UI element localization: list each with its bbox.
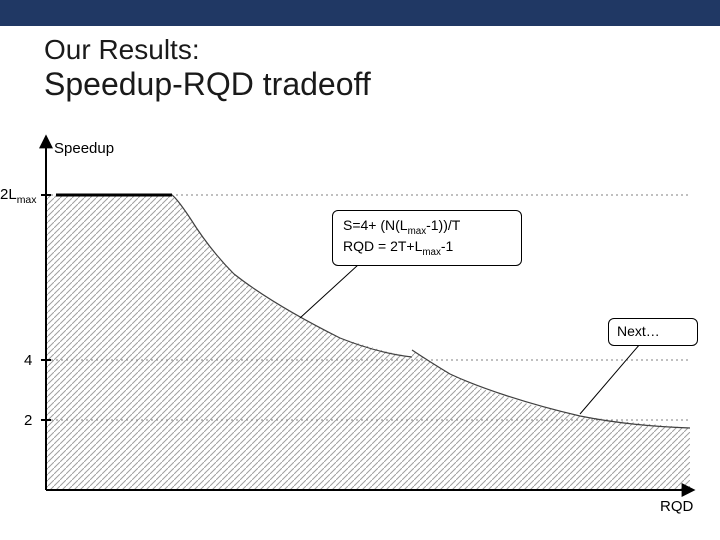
slide: Our Results: Speedup-RQD tradeoff — [0, 0, 720, 540]
chart-canvas — [0, 0, 720, 540]
y-axis-label: Speedup — [54, 140, 114, 157]
next-callout-text: Next… — [617, 323, 660, 339]
y-tick-label-2: 2 — [24, 412, 32, 429]
x-axis-label: RQD — [660, 498, 693, 515]
y-tick-label-4: 4 — [24, 352, 32, 369]
formula-callout: S=4+ (N(Lmax-1))/T RQD = 2T+Lmax-1 — [332, 210, 522, 266]
next-callout[interactable]: Next… — [608, 318, 698, 346]
formula-line-1: S=4+ (N(Lmax-1))/T — [343, 217, 511, 238]
formula-line-2: RQD = 2T+Lmax-1 — [343, 238, 511, 259]
next-callout-pointer — [580, 344, 640, 414]
y-tick-label-2lmax: 2Lmax — [0, 186, 37, 206]
